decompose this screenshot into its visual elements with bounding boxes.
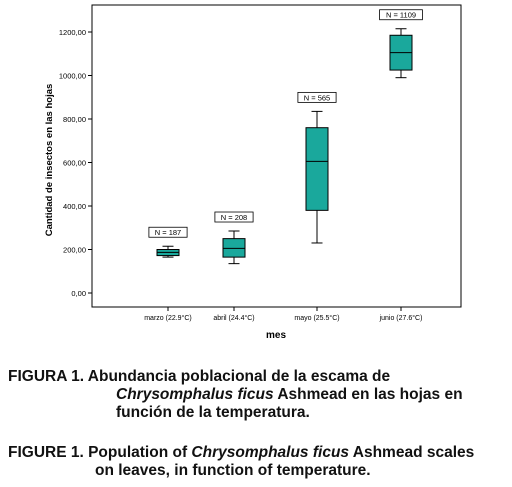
box-1: N = 187	[148, 226, 188, 258]
box-3: N = 565	[297, 91, 337, 244]
y-tick-label: 400,00	[63, 202, 86, 211]
y-tick-label: 800,00	[63, 115, 86, 124]
y-tick-label: 1200,00	[59, 28, 86, 37]
y-tick-label: 200,00	[63, 246, 86, 255]
x-tick-label: abril (24.4°C)	[213, 314, 254, 322]
caption-es-lead: FIGURA 1. Abundancia poblacional de la e…	[8, 368, 391, 385]
caption-en-rest2: on leaves, in function of temperature.	[95, 462, 371, 479]
caption-es-rest1: Ashmead en las hojas en	[273, 386, 463, 403]
x-tick-label: marzo (22.9°C)	[144, 314, 192, 322]
n-label-box	[148, 226, 188, 238]
y-axis: 0,00 200,00 400,00 600,00 800,00 1000,00 1200,…	[59, 28, 92, 298]
box-2: N = 208	[214, 211, 254, 265]
n-label: N = 565	[304, 93, 330, 102]
x-axis: marzo (22.9°C) abril (24.4°C) mayo (25.5°C…	[144, 307, 422, 322]
caption-english: FIGURE 1. Population of Chrysomphalus fi…	[8, 444, 506, 480]
box-4: N = 1109	[379, 9, 423, 79]
y-tick-label: 1000,00	[59, 72, 86, 81]
box-plot-chart: 0,00 200,00 400,00 600,00 800,00 1000,00 1200,…	[44, 4, 462, 341]
caption-en-lead: FIGURE 1. Population of	[8, 444, 192, 461]
x-tick-label: mayo (25.5°C)	[294, 314, 339, 322]
x-axis-label: mes	[266, 330, 286, 341]
n-label: N = 187	[155, 228, 181, 237]
y-tick-label: 0,00	[71, 289, 86, 298]
boxes-group: N = 187 N = 208 N = 565 N = 1109	[148, 9, 423, 265]
y-axis-label: Cantidad de insectos en las hojas	[44, 84, 55, 237]
caption-en-rest1: Ashmead scales	[349, 444, 475, 461]
box-iqr	[305, 127, 329, 211]
caption-es-rest2: función de la temperatura.	[116, 404, 310, 421]
n-label: N = 1109	[386, 11, 416, 20]
y-tick-label: 600,00	[63, 159, 86, 168]
caption-es-species: Chrysomphalus ficus	[116, 386, 274, 403]
x-tick-label: junio (27.6°C)	[379, 314, 423, 322]
caption-en-species: Chrysomphalus ficus	[191, 444, 350, 461]
n-label-box	[297, 91, 337, 103]
caption-spanish: FIGURA 1. Abundancia poblacional de la e…	[8, 368, 506, 422]
n-label: N = 208	[221, 213, 247, 222]
n-label-box	[379, 9, 423, 21]
box-iqr	[222, 238, 246, 258]
n-label-box	[214, 211, 254, 223]
